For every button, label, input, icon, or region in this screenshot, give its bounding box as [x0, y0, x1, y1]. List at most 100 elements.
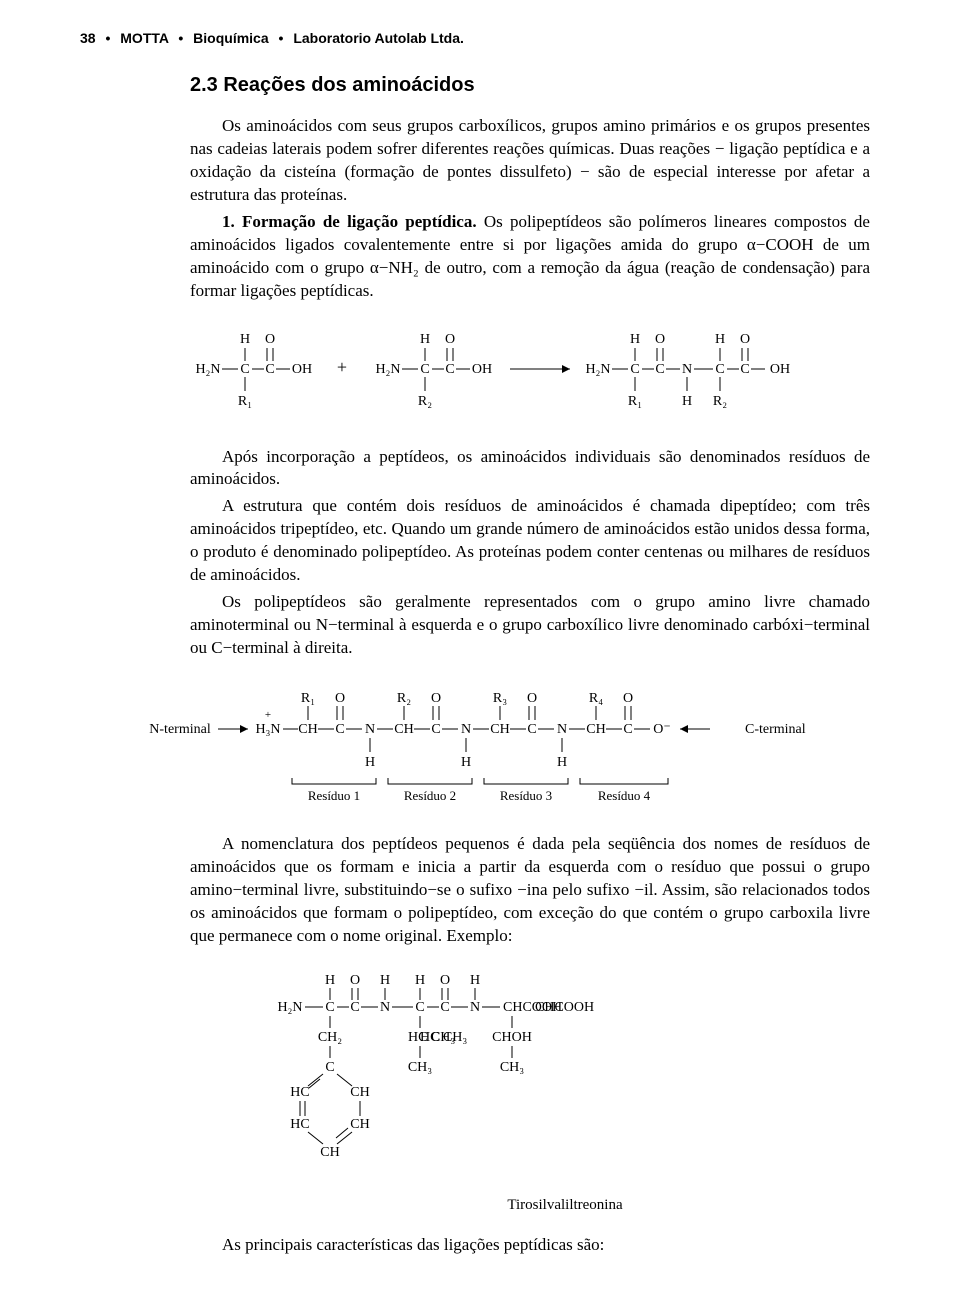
- svg-text:H: H: [365, 755, 375, 770]
- svg-text:C: C: [630, 362, 639, 377]
- figure-tripeptide-example: H O H H O H H₂N C C N: [260, 966, 870, 1214]
- svg-text:Resíduo 2: Resíduo 2: [404, 788, 456, 803]
- svg-text:O: O: [335, 691, 345, 706]
- svg-text:R₃: R₃: [493, 691, 507, 706]
- svg-text:C: C: [265, 362, 274, 377]
- svg-text:O: O: [655, 332, 665, 347]
- svg-text:O: O: [350, 973, 360, 988]
- svg-text:CH: CH: [490, 722, 509, 737]
- svg-text:R₂: R₂: [397, 691, 411, 706]
- svg-text:HC: HC: [290, 1085, 309, 1100]
- svg-text:C: C: [623, 722, 632, 737]
- svg-text:H₂N: H₂N: [375, 362, 400, 377]
- svg-text:C: C: [440, 1000, 449, 1015]
- paragraph: A nomenclatura dos peptídeos pequenos é …: [190, 833, 870, 948]
- svg-text:H: H: [415, 973, 425, 988]
- paragraph: A estrutura que contém dois resíduos de …: [190, 495, 870, 587]
- svg-text:R₁: R₁: [238, 394, 252, 409]
- paragraph: Após incorporação a peptídeos, os aminoá…: [190, 446, 870, 492]
- svg-text:O: O: [265, 332, 275, 347]
- svg-text:HC: HC: [290, 1117, 309, 1132]
- svg-text:CH: CH: [320, 1145, 339, 1160]
- figure-peptide-formation: H O H₂N C C OH R₁ + H O: [190, 321, 870, 426]
- svg-text:CH₃: CH₃: [408, 1060, 432, 1075]
- svg-text:CH: CH: [394, 722, 413, 737]
- svg-text:H: H: [557, 755, 567, 770]
- svg-text:N: N: [682, 362, 692, 377]
- paragraph: As principais características das ligaçõ…: [190, 1234, 870, 1257]
- svg-text:C: C: [740, 362, 749, 377]
- svg-text:H: H: [630, 332, 640, 347]
- svg-text:CH: CH: [298, 722, 317, 737]
- bullet-icon: •: [178, 30, 183, 46]
- svg-text:H₂N: H₂N: [277, 1000, 302, 1015]
- svg-text:N: N: [557, 722, 567, 737]
- svg-text:CHCOOH: CHCOOH: [503, 1000, 562, 1015]
- svg-text:C: C: [655, 362, 664, 377]
- svg-text:C: C: [715, 362, 724, 377]
- header-item: Laboratorio Autolab Ltda.: [293, 30, 464, 46]
- body-text-block: As principais características das ligaçõ…: [190, 1234, 870, 1257]
- svg-text:CH₃: CH₃: [500, 1060, 524, 1075]
- svg-text:O: O: [445, 332, 455, 347]
- svg-text:C: C: [240, 362, 249, 377]
- svg-text:C: C: [527, 722, 536, 737]
- paragraph: 1. Formação de ligação peptídica. Os pol…: [190, 211, 870, 303]
- header-item: MOTTA: [120, 30, 168, 46]
- svg-text:C: C: [335, 722, 344, 737]
- svg-text:C: C: [325, 1000, 334, 1015]
- svg-text:O: O: [440, 973, 450, 988]
- svg-text:C-terminal: C-terminal: [745, 722, 806, 737]
- svg-text:H₂N: H₂N: [195, 362, 220, 377]
- figure-tetrapeptide: N-terminal H₃N + CH R₁ C O: [140, 678, 870, 813]
- svg-text:N: N: [365, 722, 375, 737]
- svg-text:OH: OH: [472, 362, 492, 377]
- svg-text:O⁻: O⁻: [653, 722, 671, 737]
- svg-text:R₂: R₂: [713, 394, 727, 409]
- svg-text:Resíduo 4: Resíduo 4: [598, 788, 651, 803]
- page-header: 38 • MOTTA • Bioquímica • Laboratorio Au…: [80, 30, 870, 46]
- svg-text:R₁: R₁: [301, 691, 315, 706]
- svg-text:N: N: [461, 722, 471, 737]
- svg-text:C: C: [415, 1000, 424, 1015]
- svg-text:O: O: [431, 691, 441, 706]
- svg-text:N-terminal: N-terminal: [149, 722, 211, 737]
- bullet-icon: •: [105, 30, 110, 46]
- page-number: 38: [80, 30, 96, 46]
- body-text-block: Os aminoácidos com seus grupos carboxíli…: [190, 115, 870, 303]
- paragraph-lead: 1. Formação de ligação peptídica.: [222, 212, 477, 231]
- svg-text:CH: CH: [350, 1085, 369, 1100]
- svg-text:R₄: R₄: [589, 691, 603, 706]
- svg-text:OH: OH: [770, 362, 790, 377]
- svg-text:N: N: [380, 1000, 390, 1015]
- section-title: 2.3 Reações dos aminoácidos: [190, 74, 870, 97]
- svg-text:H: H: [420, 332, 430, 347]
- svg-text:O: O: [740, 332, 750, 347]
- svg-text:R₁: R₁: [628, 394, 642, 409]
- svg-text:Resíduo 3: Resíduo 3: [500, 788, 552, 803]
- svg-text:H: H: [325, 973, 335, 988]
- svg-text:R₂: R₂: [418, 394, 432, 409]
- compound-name: Tirosilvaliltreonina: [260, 1197, 870, 1214]
- svg-text:C: C: [431, 722, 440, 737]
- svg-text:N: N: [470, 1000, 480, 1015]
- svg-text:H: H: [380, 973, 390, 988]
- svg-text:H: H: [461, 755, 471, 770]
- svg-text:CH: CH: [586, 722, 605, 737]
- svg-text:HC CH₃: HC CH₃: [408, 1030, 455, 1045]
- body-text-block: Após incorporação a peptídeos, os aminoá…: [190, 446, 870, 660]
- svg-text:C: C: [420, 362, 429, 377]
- svg-text:H: H: [715, 332, 725, 347]
- svg-text:Resíduo 1: Resíduo 1: [308, 788, 360, 803]
- svg-text:+: +: [337, 357, 347, 377]
- svg-text:C: C: [350, 1000, 359, 1015]
- svg-text:CH: CH: [350, 1117, 369, 1132]
- svg-text:H: H: [470, 973, 480, 988]
- svg-text:C: C: [445, 362, 454, 377]
- svg-text:H₃N: H₃N: [255, 722, 280, 737]
- paragraph: Os polipeptídeos são geralmente represen…: [190, 591, 870, 660]
- svg-text:OH: OH: [292, 362, 312, 377]
- body-text-block: A nomenclatura dos peptídeos pequenos é …: [190, 833, 870, 948]
- svg-text:+: +: [265, 709, 271, 721]
- svg-text:H: H: [682, 394, 692, 409]
